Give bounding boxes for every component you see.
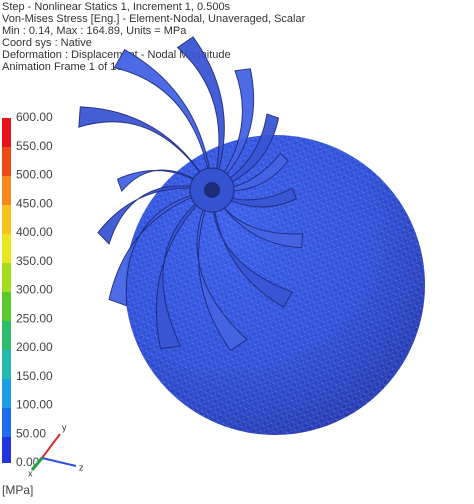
blade xyxy=(211,113,280,191)
legend-label: 400.00 xyxy=(16,225,53,239)
header-line: Animation Frame 1 of 10 xyxy=(2,61,122,73)
legend-label: 300.00 xyxy=(16,283,53,297)
axis-triad: y z x xyxy=(28,422,84,478)
color-band xyxy=(2,350,11,379)
color-band xyxy=(2,408,11,437)
blade xyxy=(196,189,248,352)
color-band xyxy=(2,437,11,463)
blade xyxy=(211,189,293,308)
legend-label: 550.00 xyxy=(16,139,53,153)
blade xyxy=(116,169,213,193)
color-band xyxy=(2,234,11,263)
triad-axis xyxy=(30,457,44,471)
triad-label: y xyxy=(62,422,67,432)
color-band xyxy=(2,292,11,321)
legend-label: 100.00 xyxy=(16,398,53,412)
legend-label: 600.00 xyxy=(16,110,53,124)
legend-label: 350.00 xyxy=(16,254,53,268)
blade xyxy=(113,49,213,191)
color-band xyxy=(2,379,11,408)
header-line: Von-Mises Stress [Eng.] - Element-Nodal,… xyxy=(2,13,306,25)
header-line: Min : 0.14, Max : 164.89, Units = MPa xyxy=(2,25,187,37)
blade xyxy=(211,68,255,191)
blades xyxy=(78,36,304,352)
legend-label: 50.00 xyxy=(16,426,46,440)
blade xyxy=(108,189,213,307)
triad-label: x xyxy=(28,468,33,478)
legend: 600.00 550.00 500.00 450.00 400.00 350.00 300.… xyxy=(16,110,53,469)
legend-label: 500.00 xyxy=(16,168,53,182)
blade xyxy=(78,106,213,191)
header-line: Coord sys : Native xyxy=(2,37,92,49)
triad-axis xyxy=(41,433,61,459)
color-band xyxy=(2,321,11,350)
header-line: Step - Nonlinear Statics 1, Increment 1,… xyxy=(2,1,231,13)
color-band xyxy=(2,147,11,176)
hub-bore xyxy=(204,182,220,198)
impeller-model xyxy=(78,36,425,435)
color-band xyxy=(2,118,11,147)
color-band xyxy=(2,176,11,205)
blade xyxy=(176,36,225,191)
blade xyxy=(155,189,213,350)
header-line: Deformation : Displacement - Nodal Magni… xyxy=(2,49,231,61)
legend-label: 250.00 xyxy=(16,311,53,325)
legend-label: 150.00 xyxy=(16,369,53,383)
blade xyxy=(211,152,289,192)
legend-unit: [MPa] xyxy=(2,483,33,497)
legend-label: 450.00 xyxy=(16,196,53,210)
legend-label: 200.00 xyxy=(16,340,53,354)
blade xyxy=(97,185,213,245)
blade xyxy=(211,189,304,249)
blade xyxy=(211,187,297,208)
triad-axis xyxy=(41,457,77,467)
color-band xyxy=(2,263,11,292)
color-bar xyxy=(2,118,11,463)
header: Step - Nonlinear Statics 1, Increment 1,… xyxy=(2,1,306,73)
color-band xyxy=(2,205,11,234)
triad-label: z xyxy=(79,462,84,472)
